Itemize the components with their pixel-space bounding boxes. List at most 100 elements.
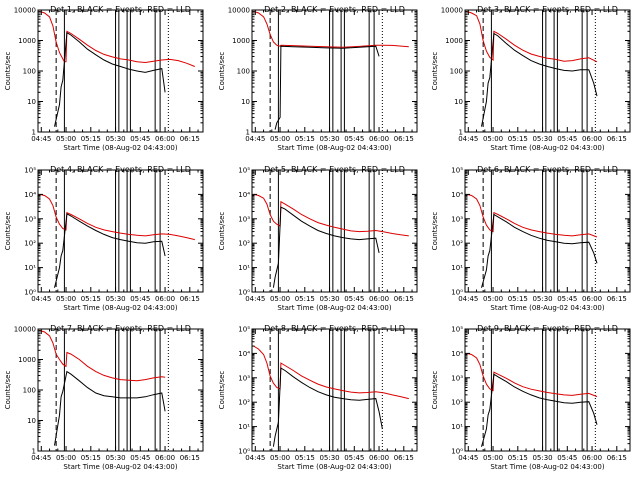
- y-tick-label: 10¹: [451, 423, 463, 431]
- x-tick-label: 05:15: [508, 295, 528, 303]
- x-tick-label: 05:45: [344, 295, 364, 303]
- detector-panel-7: 1 10 100 1000 10000 04:45 05:00 05:15 05:30 05:45…: [4, 324, 204, 471]
- x-tick-label: 04:45: [31, 135, 51, 143]
- y-tick-label: 10³: [451, 215, 463, 223]
- detector-panel-4: 10⁰ 10¹ 10² 10³ 10⁴ 10⁵ 04:45 05:00 05:15 05:30 05…: [4, 165, 204, 312]
- x-tick-label: 06:00: [369, 135, 389, 143]
- y-tick-label: 10³: [24, 215, 36, 223]
- panel-title: Det 1, BLACK = Events, RED = LLD: [50, 5, 191, 14]
- x-tick-label: 04:45: [245, 454, 265, 462]
- y-tick-label: 10⁵: [238, 326, 250, 334]
- x-tick-label: 05:15: [295, 295, 315, 303]
- x-tick-label: 06:15: [394, 454, 414, 462]
- x-tick-label: 06:15: [607, 295, 627, 303]
- y-tick-label: 10⁰: [24, 289, 36, 297]
- y-tick-label: 10⁰: [238, 448, 250, 456]
- x-tick-label: 04:45: [245, 295, 265, 303]
- x-tick-label: 05:15: [508, 135, 528, 143]
- y-axis-label: Counts/sec: [218, 52, 226, 91]
- y-tick-label: 10⁵: [238, 167, 250, 175]
- y-tick-label: 100: [23, 68, 36, 76]
- events-series-line: [481, 373, 598, 447]
- y-axis-label: Counts/sec: [218, 212, 226, 251]
- x-axis-label: Start Time (08-Aug-02 04:43:00): [63, 463, 177, 471]
- x-tick-label: 04:45: [31, 295, 51, 303]
- x-tick-label: 05:45: [557, 454, 577, 462]
- y-axis-label: Counts/sec: [4, 212, 12, 251]
- lld-series-line: [39, 10, 195, 67]
- y-tick-label: 1000: [445, 37, 463, 45]
- y-tick-label: 10⁴: [451, 350, 463, 358]
- plot-frame: [464, 169, 631, 293]
- x-tick-label: 06:15: [607, 454, 627, 462]
- x-tick-label: 05:00: [56, 295, 76, 303]
- y-tick-label: 10²: [238, 240, 250, 248]
- y-tick-label: 10: [241, 98, 250, 106]
- x-tick-label: 05:15: [295, 135, 315, 143]
- lld-series-line: [466, 10, 598, 63]
- x-tick-label: 05:45: [344, 135, 364, 143]
- y-tick-label: 10⁰: [451, 448, 463, 456]
- plot-frame: [251, 328, 418, 452]
- lld-series-line: [39, 193, 195, 241]
- plot-frame: [464, 9, 631, 133]
- detector-panel-8: 10⁰ 10¹ 10² 10³ 10⁴ 10⁵ 04:45 05:00 05:15 05:30 05…: [218, 324, 418, 471]
- y-axis-label: Counts/sec: [431, 52, 439, 91]
- x-tick-label: 05:45: [130, 295, 150, 303]
- y-tick-label: 10²: [451, 240, 463, 248]
- x-axis-label: Start Time (08-Aug-02 04:43:00): [277, 144, 391, 152]
- x-tick-label: 05:30: [105, 454, 125, 462]
- panel-title: Det 9, BLACK = Events, RED = LLD: [477, 324, 618, 333]
- x-tick-label: 04:45: [245, 135, 265, 143]
- y-tick-label: 10000: [228, 7, 250, 15]
- events-series-line: [272, 206, 380, 288]
- x-tick-label: 06:00: [369, 295, 389, 303]
- x-tick-label: 06:00: [369, 454, 389, 462]
- y-tick-label: 10¹: [238, 423, 250, 431]
- y-tick-label: 1000: [18, 37, 36, 45]
- detector-panel-2: 1 10 100 1000 10000 04:45 05:00 05:15 05:30 05:45…: [218, 5, 418, 152]
- y-tick-label: 10⁰: [238, 289, 250, 297]
- x-tick-label: 04:45: [458, 135, 478, 143]
- detector-panel-1: 1 10 100 1000 10000 04:45 05:00 05:15 05:30 05:45…: [4, 5, 204, 152]
- x-tick-label: 06:00: [582, 295, 602, 303]
- y-tick-label: 10⁴: [238, 350, 250, 358]
- x-axis-label: Start Time (08-Aug-02 04:43:00): [277, 463, 391, 471]
- panel-title: Det 4, BLACK = Events, RED = LLD: [50, 165, 191, 174]
- x-tick-label: 05:15: [81, 135, 101, 143]
- events-series-line: [274, 45, 380, 130]
- x-tick-label: 06:00: [155, 135, 175, 143]
- x-tick-label: 05:15: [81, 454, 101, 462]
- y-tick-label: 10⁵: [451, 326, 463, 334]
- x-tick-label: 04:45: [31, 454, 51, 462]
- lld-series-line: [253, 193, 409, 237]
- y-tick-label: 100: [23, 387, 36, 395]
- x-tick-label: 05:30: [319, 295, 339, 303]
- y-tick-label: 10²: [451, 399, 463, 407]
- x-tick-label: 05:45: [130, 454, 150, 462]
- x-tick-label: 05:45: [557, 135, 577, 143]
- x-tick-label: 05:30: [105, 295, 125, 303]
- y-tick-label: 100: [237, 68, 250, 76]
- x-tick-label: 05:30: [532, 135, 552, 143]
- plot-frame: [251, 169, 418, 293]
- x-tick-label: 06:15: [394, 135, 414, 143]
- y-tick-label: 10³: [238, 215, 250, 223]
- y-axis-label: Counts/sec: [218, 371, 226, 410]
- y-axis-label: Counts/sec: [4, 371, 12, 410]
- x-tick-label: 05:45: [344, 454, 364, 462]
- y-tick-label: 10: [454, 98, 463, 106]
- x-tick-label: 05:00: [270, 295, 290, 303]
- x-tick-label: 04:45: [458, 454, 478, 462]
- x-tick-label: 05:00: [56, 135, 76, 143]
- y-tick-label: 1000: [232, 37, 250, 45]
- x-axis-label: Start Time (08-Aug-02 04:43:00): [490, 144, 604, 152]
- x-tick-label: 06:00: [582, 454, 602, 462]
- y-axis-label: Counts/sec: [431, 212, 439, 251]
- y-tick-label: 10⁴: [24, 191, 36, 199]
- lld-series-line: [253, 345, 409, 400]
- detector-panel-9: 10⁰ 10¹ 10² 10³ 10⁴ 10⁵ 04:45 05:00 05:15 05:30 05…: [431, 324, 631, 471]
- y-tick-label: 10¹: [24, 264, 36, 272]
- detector-panel-3: 1 10 100 1000 10000 04:45 05:00 05:15 05:30 05:45…: [431, 5, 631, 152]
- y-tick-label: 1: [459, 129, 463, 137]
